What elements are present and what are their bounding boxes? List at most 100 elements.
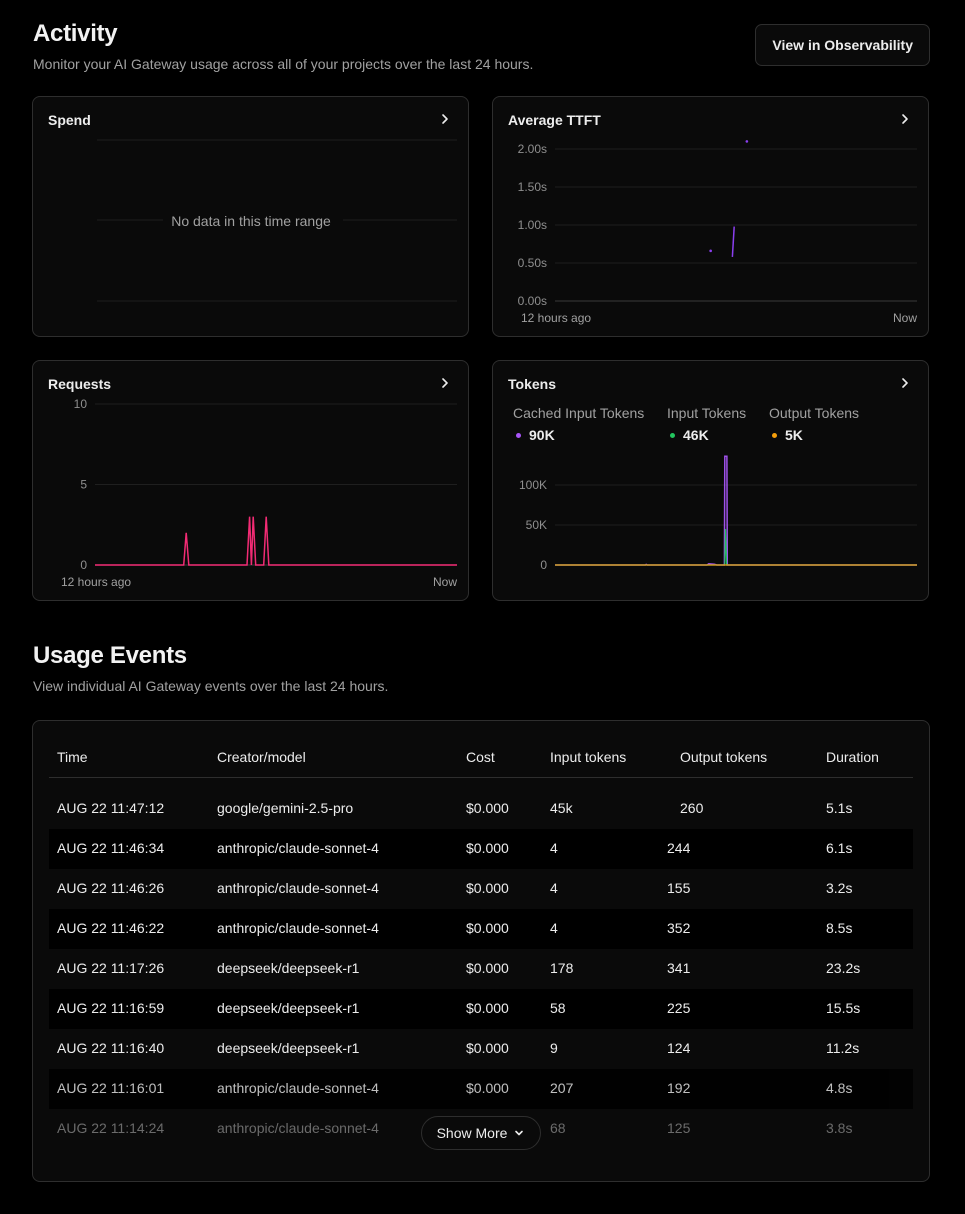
cell-cost: $0.000 [466,840,509,856]
cell-time: AUG 22 11:16:40 [57,1040,165,1056]
ttft-y-tick: 0.00s [518,294,547,308]
table-row[interactable]: AUG 22 11:16:59 deepseek/deepseek-r1 $0.… [49,989,913,1029]
ttft-point [745,140,749,143]
cell-time: AUG 22 11:47:12 [57,800,165,816]
legend-output-tokens: Output Tokens 5K [769,405,859,443]
cell-time: AUG 22 11:46:26 [57,880,165,896]
cell-cost: $0.000 [466,800,509,816]
tokens-y-tick: 100K [519,478,547,492]
cell-time: AUG 22 11:14:24 [57,1120,165,1136]
show-more-button[interactable]: Show More [421,1116,541,1150]
cell-model: deepseek/deepseek-r1 [217,1000,360,1016]
usage-events-header: Usage Events View individual AI Gateway … [33,642,388,694]
legend-input-tokens: Input Tokens 46K [667,405,746,443]
spend-empty-text: No data in this time range [171,213,331,229]
table-row[interactable]: AUG 22 11:46:34 anthropic/claude-sonnet-… [49,829,913,869]
table-row[interactable]: AUG 22 11:17:26 deepseek/deepseek-r1 $0.… [49,949,913,989]
cell-output-tokens: 225 [667,1000,691,1016]
cell-cost: $0.000 [466,1080,509,1096]
cell-input-tokens: 58 [550,1000,566,1016]
cell-time: AUG 22 11:46:34 [57,840,165,856]
cell-output-tokens: 244 [667,840,691,856]
table-row[interactable]: AUG 22 11:16:01 anthropic/claude-sonnet-… [49,1069,913,1109]
tokens-card[interactable]: 100K 50K 0 Tokens Cached Input Tokens 90K … [492,360,929,601]
spend-card[interactable]: No data in this time range Spend [32,96,469,337]
cell-model: anthropic/claude-sonnet-4 [217,880,379,896]
table-row[interactable]: AUG 22 11:14:24 anthropic/claude-sonnet-… [49,1109,913,1149]
page-subtitle: Monitor your AI Gateway usage across all… [33,56,534,72]
chevron-right-icon[interactable] [898,112,912,126]
view-in-observability-button[interactable]: View in Observability [755,24,930,66]
cell-cost: $0.000 [466,1000,509,1016]
ttft-y-tick: 0.50s [518,256,547,270]
legend-label: Cached Input Tokens [513,405,645,421]
ttft-card[interactable]: 2.00s 1.50s 1.00s 0.50s 0.00s 12 hours ago N… [492,96,929,337]
cell-input-tokens: 9 [550,1040,558,1056]
cell-duration: 5.1s [826,800,853,816]
cell-time: AUG 22 11:16:01 [57,1080,165,1096]
table-row[interactable]: AUG 22 11:16:40 deepseek/deepseek-r1 $0.… [49,1029,913,1069]
cell-input-tokens: 4 [550,920,558,936]
cell-duration: 4.8s [826,1080,853,1096]
legend-value: 46K [683,427,709,443]
cell-input-tokens: 45k [550,800,573,816]
requests-x-start: 12 hours ago [61,575,131,589]
legend-cached-input-tokens: Cached Input Tokens 90K [513,405,644,443]
column-header-cost: Cost [466,749,495,765]
chevron-down-icon [515,1130,524,1136]
ttft-y-tick: 1.50s [518,180,547,194]
requests-y-tick: 0 [80,558,87,572]
cell-duration: 8.5s [826,920,853,936]
cell-time: AUG 22 11:16:59 [57,1000,165,1016]
ttft-segment [731,226,735,257]
legend-dot [516,432,521,438]
ttft-x-start: 12 hours ago [521,311,591,325]
legend-value: 5K [785,427,803,443]
requests-x-end: Now [433,575,457,589]
spend-title: Spend [48,112,91,128]
cell-duration: 23.2s [826,960,861,976]
cell-input-tokens: 68 [550,1120,566,1136]
column-header-model: Creator/model [217,749,306,765]
cell-model: anthropic/claude-sonnet-4 [217,840,379,856]
cell-model: deepseek/deepseek-r1 [217,960,360,976]
usage-subtitle: View individual AI Gateway events over t… [33,678,389,694]
legend-value: 90K [529,427,555,443]
legend-dot [772,432,777,438]
cell-time: AUG 22 11:46:22 [57,920,165,936]
cell-duration: 15.5s [826,1000,861,1016]
cell-output-tokens: 352 [667,920,691,936]
cell-output-tokens: 341 [667,960,691,976]
requests-y-tick: 5 [80,478,87,492]
chevron-right-icon[interactable] [898,376,912,390]
ttft-title: Average TTFT [508,112,601,128]
legend-label: Input Tokens [667,405,747,421]
ttft-y-tick: 1.00s [518,218,547,232]
legend-label: Output Tokens [769,405,860,421]
chevron-right-icon[interactable] [438,112,452,126]
tokens-y-tick: 0 [540,558,547,572]
requests-y-tick: 10 [74,397,88,411]
tokens-title: Tokens [508,376,556,392]
cell-model: deepseek/deepseek-r1 [217,1040,360,1056]
cell-duration: 6.1s [826,840,853,856]
cell-duration: 3.8s [826,1120,853,1136]
tokens-y-tick: 50K [526,518,547,532]
column-header-duration: Duration [826,749,879,765]
tokens-series-line [555,455,917,566]
cell-model: anthropic/claude-sonnet-4 [217,920,379,936]
requests-card[interactable]: 10 5 0 12 hours ago Now Requests [32,360,469,601]
cell-cost: $0.000 [466,880,509,896]
cell-output-tokens: 125 [667,1120,691,1136]
table-row[interactable]: AUG 22 11:47:12 google/gemini-2.5-pro $0… [49,789,913,829]
chevron-right-icon[interactable] [438,376,452,390]
column-header-input-tokens: Input tokens [550,749,627,765]
cell-cost: $0.000 [466,920,509,936]
cell-output-tokens: 192 [667,1080,691,1096]
cell-input-tokens: 4 [550,880,558,896]
table-row[interactable]: AUG 22 11:46:22 anthropic/claude-sonnet-… [49,909,913,949]
legend-dot [670,432,675,438]
requests-series-line [95,516,457,566]
table-row[interactable]: AUG 22 11:46:26 anthropic/claude-sonnet-… [49,869,913,909]
column-header-output-tokens: Output tokens [680,749,768,765]
